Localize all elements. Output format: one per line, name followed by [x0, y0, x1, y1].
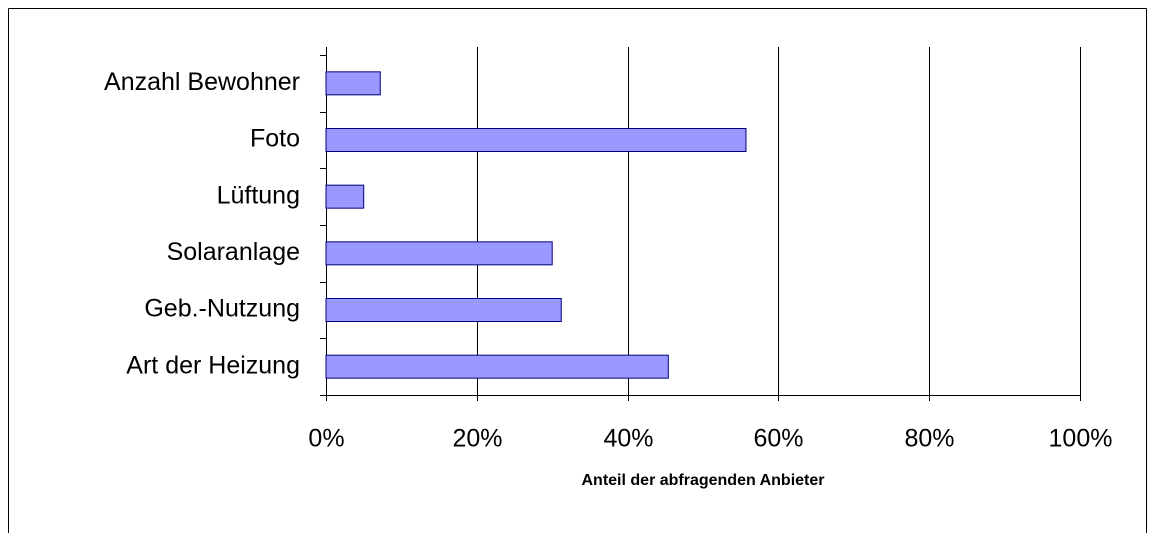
y-tick-label: Art der Heizung	[126, 351, 300, 379]
y-tick-label: Foto	[250, 125, 300, 153]
y-tick-label: Anzahl Bewohner	[104, 68, 300, 96]
x-tick-label: 100%	[1049, 425, 1113, 453]
bar	[325, 128, 747, 152]
x-axis-title: Anteil der abfragenden Anbieter	[582, 472, 825, 489]
bar	[325, 298, 562, 322]
bar	[325, 71, 381, 96]
x-tick-label: 60%	[753, 425, 803, 453]
bar	[325, 184, 365, 209]
bar	[325, 354, 669, 379]
x-tick-label: 0%	[308, 425, 344, 453]
y-tick-label: Lüftung	[217, 181, 300, 209]
x-tick-label: 80%	[904, 425, 954, 453]
x-tick-label: 40%	[603, 425, 653, 453]
x-tick-label: 20%	[452, 425, 502, 453]
y-tick-label: Geb.-Nutzung	[144, 295, 300, 323]
y-tick-label: Solaranlage	[167, 238, 300, 266]
bar	[325, 241, 553, 266]
